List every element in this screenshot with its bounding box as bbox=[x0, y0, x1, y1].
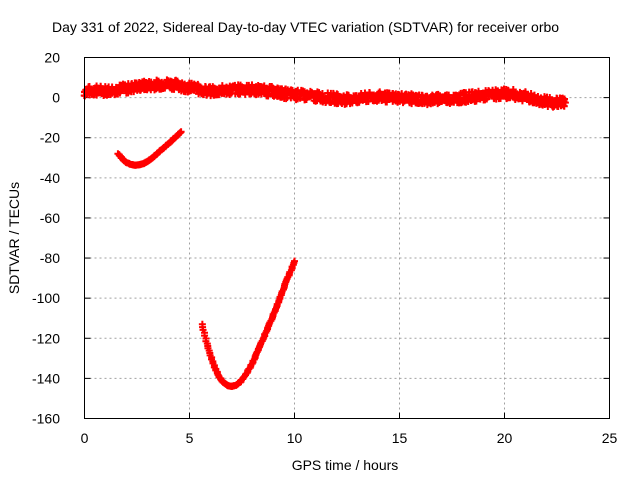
y-tick-label: -40 bbox=[40, 170, 60, 186]
y-tick-label: -80 bbox=[40, 250, 60, 266]
data-point bbox=[561, 99, 569, 107]
x-tick-label: 15 bbox=[392, 430, 408, 446]
x-axis-title: GPS time / hours bbox=[292, 457, 399, 473]
y-tick-label: 20 bbox=[44, 50, 60, 66]
y-tick-label: -100 bbox=[32, 290, 60, 306]
x-tick-label: 5 bbox=[186, 430, 194, 446]
data-point bbox=[560, 95, 568, 110]
series-arc-2 bbox=[198, 257, 298, 390]
axis-ticks bbox=[84, 57, 610, 419]
y-axis-title: SDTVAR / TECUs bbox=[6, 182, 22, 294]
plot-frame bbox=[84, 57, 610, 419]
y-tick-label: -140 bbox=[32, 370, 60, 386]
x-tick-labels: 0 5 10 15 20 25 bbox=[81, 430, 618, 446]
x-tick-label: 10 bbox=[287, 430, 303, 446]
x-tick-label: 0 bbox=[81, 430, 89, 446]
grid bbox=[84, 57, 610, 419]
series-arc-1 bbox=[114, 128, 185, 169]
x-tick-label: 25 bbox=[602, 430, 618, 446]
y-tick-label: -60 bbox=[40, 210, 60, 226]
data-point bbox=[161, 83, 169, 92]
x-tick-label: 20 bbox=[497, 430, 513, 446]
y-tick-label: -20 bbox=[40, 130, 60, 146]
y-tick-label: -160 bbox=[32, 411, 60, 427]
data-point bbox=[177, 128, 185, 136]
data-series bbox=[80, 76, 569, 390]
y-tick-label: -120 bbox=[32, 330, 60, 346]
y-tick-labels: 20 0 -20 -40 -60 -80 -100 -120 -140 -160 bbox=[32, 50, 60, 427]
series-main-band bbox=[80, 76, 569, 111]
data-point bbox=[334, 91, 342, 107]
chart-title: Day 331 of 2022, Sidereal Day-to-day VTE… bbox=[52, 19, 559, 35]
data-point bbox=[291, 257, 298, 265]
y-tick-label: 0 bbox=[52, 90, 60, 106]
